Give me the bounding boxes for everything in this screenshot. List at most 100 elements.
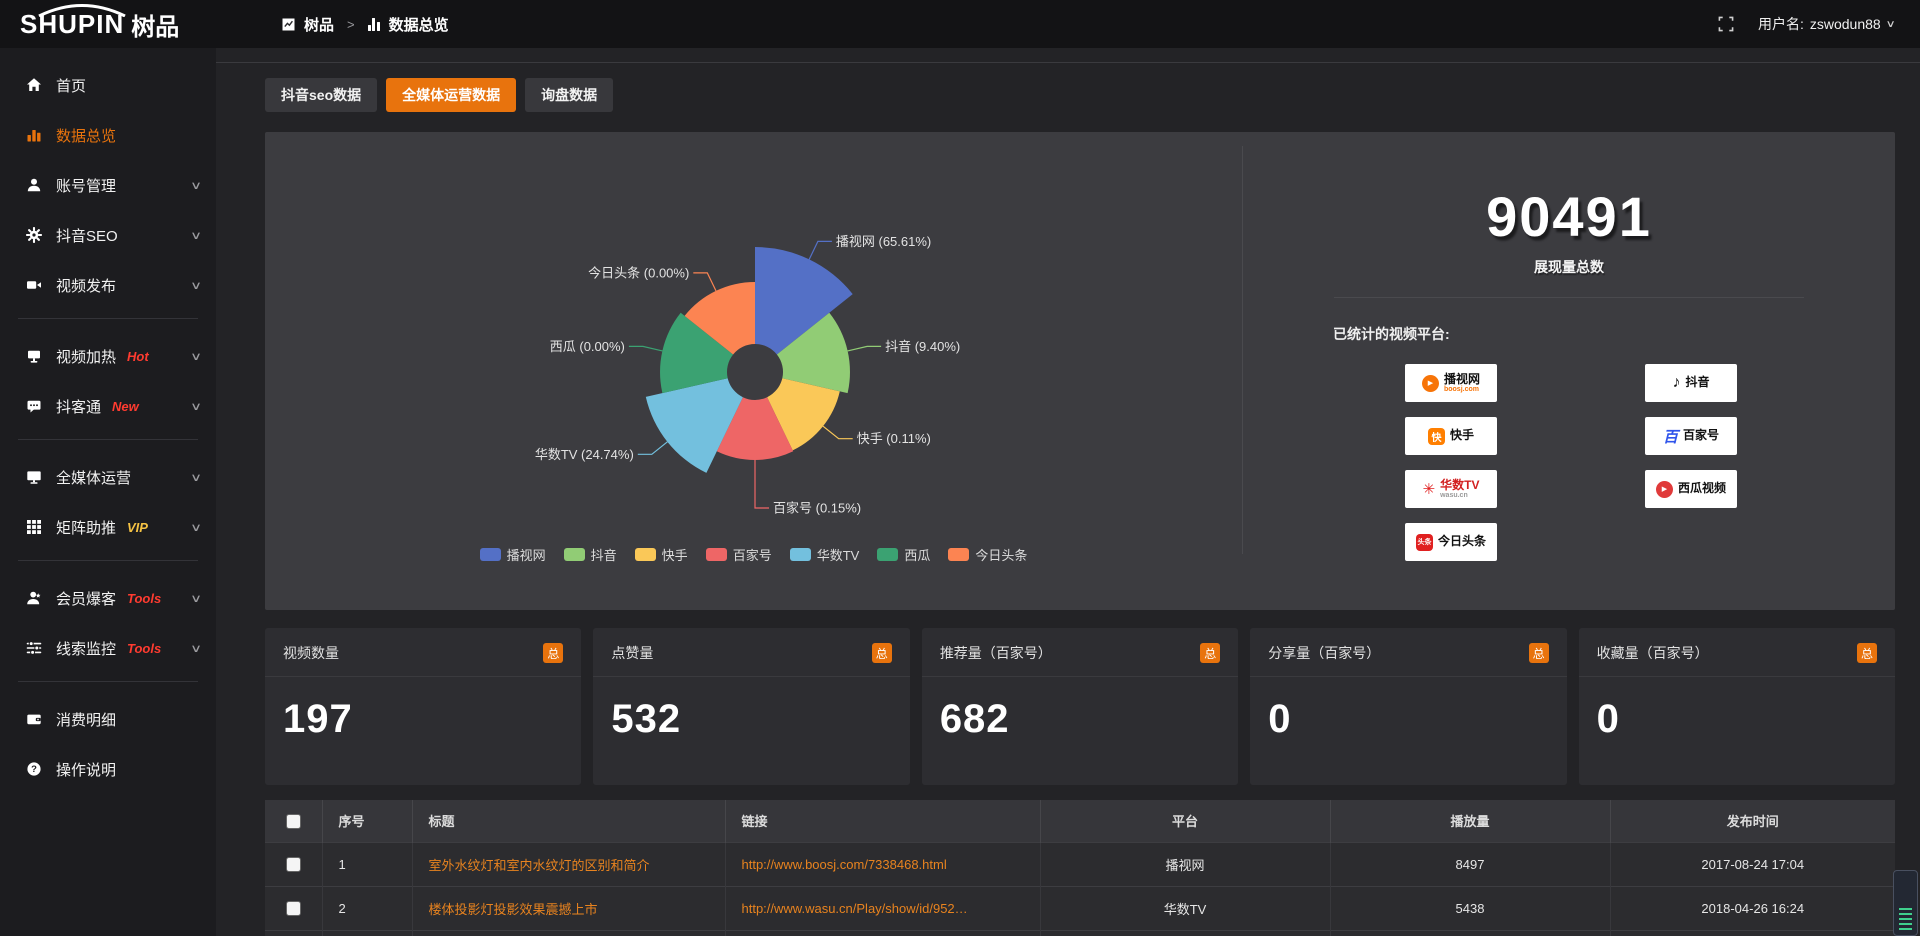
- sidebar-item-label: 全媒体运营: [56, 469, 132, 487]
- pie-label: 华数TV (24.74%): [535, 447, 634, 462]
- cell-time: 2017-08-24 17:04: [1610, 841, 1895, 886]
- sidebar-item-矩阵助推[interactable]: 矩阵助推 VIP ∨: [0, 502, 216, 552]
- total-badge: 总: [1857, 643, 1878, 663]
- table-row: 2 楼体投影灯投影效果震撼上市 http://www.wasu.cn/Play/sh…: [265, 885, 1895, 930]
- sidebar-item-视频加热[interactable]: 视频加热 Hot ∨: [0, 331, 216, 381]
- stat-card-label: 收藏量（百家号）: [1596, 645, 1709, 661]
- chevron-down-icon: ∨: [189, 400, 203, 413]
- sidebar-item-线索监控[interactable]: 线索监控 Tools ∨: [0, 623, 216, 673]
- row-checkbox[interactable]: [285, 901, 301, 917]
- sidebar-item-label: 首页: [56, 77, 87, 95]
- legend-item-播视网[interactable]: 播视网: [479, 545, 546, 564]
- sidebar-badge: New: [112, 398, 139, 414]
- gear-icon: [26, 227, 42, 243]
- sidebar-badge: Hot: [127, 348, 149, 364]
- sidebar-badge: VIP: [127, 519, 148, 535]
- sidebar-item-抖音SEO[interactable]: 抖音SEO ∨: [0, 210, 216, 260]
- legend-item-西瓜[interactable]: 西瓜: [877, 545, 930, 564]
- sidebar-item-账号管理[interactable]: 账号管理 ∨: [0, 160, 216, 210]
- pie-slice-百家号[interactable]: [716, 397, 794, 461]
- stat-card-label: 视频数量: [283, 645, 339, 661]
- table-header-发布时间: 发布时间: [1610, 800, 1895, 842]
- platform-card-西瓜视频: ▶ 西瓜视频: [1645, 470, 1737, 508]
- row-checkbox[interactable]: [285, 857, 301, 873]
- cell-title-link[interactable]: 楼体投影灯投影效果震撼上市: [428, 901, 598, 917]
- legend-label: 西瓜: [904, 548, 931, 563]
- cell-num: 2: [322, 885, 413, 930]
- sidebar-item-数据总览[interactable]: 数据总览: [0, 110, 216, 160]
- xigua-logo-icon: ▶: [1655, 480, 1673, 498]
- sidebar-divider: [18, 681, 198, 682]
- platform-card-华数TV: ✳ 华数TV wasu.cn: [1405, 470, 1497, 508]
- pie-slice-西瓜[interactable]: [660, 312, 734, 394]
- breadcrumb-item-data-overview[interactable]: 数据总览: [388, 16, 449, 34]
- breadcrumb-item-shupin[interactable]: 树品: [304, 16, 335, 34]
- legend-label: 播视网: [506, 548, 546, 563]
- cell-url-link[interactable]: http://www.wasu.cn/Play/show/id/952…: [741, 901, 968, 917]
- total-badge: 总: [1200, 643, 1221, 663]
- logo-arc-icon: [38, 4, 126, 17]
- fullscreen-icon[interactable]: [1718, 16, 1734, 32]
- legend-item-快手[interactable]: 快手: [634, 545, 688, 564]
- pie-slice-播视网[interactable]: [755, 247, 853, 355]
- impressions-total-label: 展现量总数: [1534, 259, 1604, 275]
- pie-slice-快手[interactable]: [767, 378, 840, 451]
- kuaishou-logo-icon: 快: [1427, 427, 1445, 445]
- legend-item-百家号[interactable]: 百家号: [705, 545, 772, 564]
- overview-panel: 播视网 (65.61%) 抖音 (9.40%) 快手 (0.11%) 百家号 (0.1…: [265, 132, 1895, 610]
- sidebar-item-label: 线索监控: [56, 640, 117, 658]
- platform-name: 西瓜视频: [1677, 481, 1726, 496]
- chevron-down-icon: ∨: [189, 179, 203, 192]
- user-menu[interactable]: 用户名: zswodun88 ∨: [1758, 14, 1896, 34]
- pie-slice-华数TV[interactable]: [645, 378, 743, 473]
- platform-card-百家号: 百百家号: [1645, 417, 1737, 455]
- chart-icon: [26, 127, 42, 143]
- username-value: zswodun88: [1809, 16, 1881, 32]
- tab-inquiry-data[interactable]: 询盘数据: [525, 78, 614, 112]
- boosj-logo-icon: ▶: [1421, 374, 1439, 392]
- sidebar-item-消费明细[interactable]: 消费明细: [0, 694, 216, 744]
- legend-item-华数TV[interactable]: 华数TV: [789, 545, 859, 564]
- pie-slice-今日头条[interactable]: [684, 282, 755, 355]
- chevron-down-icon: ∨: [189, 592, 203, 605]
- cell-title-link[interactable]: 室外水纹灯和室内水纹灯的区别和简介: [428, 857, 650, 873]
- svg-text:?: ?: [31, 764, 37, 775]
- select-all-checkbox[interactable]: [285, 813, 301, 829]
- help-icon: ?: [26, 761, 42, 777]
- platform-name: 播视网: [1443, 371, 1480, 386]
- platform-name: 今日头条: [1437, 534, 1486, 549]
- logo-text-en: SHUPIN: [20, 8, 125, 39]
- sliders-icon: [26, 640, 42, 656]
- floating-widget[interactable]: [1893, 870, 1918, 936]
- chevron-down-icon: ∨: [1885, 18, 1896, 30]
- platform-card-抖音: ♪ 抖音: [1645, 364, 1737, 402]
- sidebar-item-全媒体运营[interactable]: 全媒体运营 ∨: [0, 452, 216, 502]
- sidebar-item-操作说明[interactable]: ? 操作说明: [0, 744, 216, 794]
- sidebar-item-label: 账号管理: [56, 177, 117, 195]
- sidebar-item-首页[interactable]: 首页: [0, 60, 216, 110]
- legend-item-今日头条[interactable]: 今日头条: [948, 545, 1027, 564]
- main-content: 抖音seo数据 全媒体运营数据 询盘数据 播视网 (65.61%) 抖音 (9.4…: [216, 48, 1920, 936]
- summary-divider: [1334, 297, 1804, 298]
- tab-omnimedia-data[interactable]: 全媒体运营数据: [386, 78, 517, 112]
- tab-douyin-seo-data[interactable]: 抖音seo数据: [265, 78, 378, 112]
- legend-swatch: [789, 548, 811, 561]
- breadcrumb: 树品 > 数据总览: [282, 14, 449, 35]
- douyin-logo-icon: ♪: [1672, 374, 1681, 391]
- legend-swatch: [634, 548, 656, 561]
- summary-panel: 90491 展现量总数 已统计的视频平台: ▶ 播视网 boosj.com 快快手 ✳ 华…: [1243, 132, 1895, 610]
- sidebar-item-视频发布[interactable]: 视频发布 ∨: [0, 260, 216, 310]
- legend-item-抖音[interactable]: 抖音: [563, 545, 617, 564]
- app-logo[interactable]: SHUPIN 树品: [0, 0, 216, 48]
- cell-views: 5438: [1330, 885, 1611, 930]
- cell-views: 8497: [1330, 841, 1611, 886]
- pie-label-line: [847, 345, 882, 352]
- grid-icon: [26, 519, 42, 535]
- stat-cards-row: 视频数量总 197 点赞量总 532 推荐量（百家号）总 682 分享量（百家号）总 0 收藏量…: [265, 628, 1896, 785]
- sidebar-item-会员爆客[interactable]: 会员爆客 Tools ∨: [0, 573, 216, 623]
- sidebar-item-抖客通[interactable]: 抖客通 New ∨: [0, 381, 216, 431]
- pie-slice-抖音[interactable]: [776, 312, 850, 394]
- cell-url-link[interactable]: http://www.boosj.com/7338468.html: [741, 857, 947, 873]
- home-icon: [26, 77, 42, 93]
- table-header-标题: 标题: [412, 800, 726, 842]
